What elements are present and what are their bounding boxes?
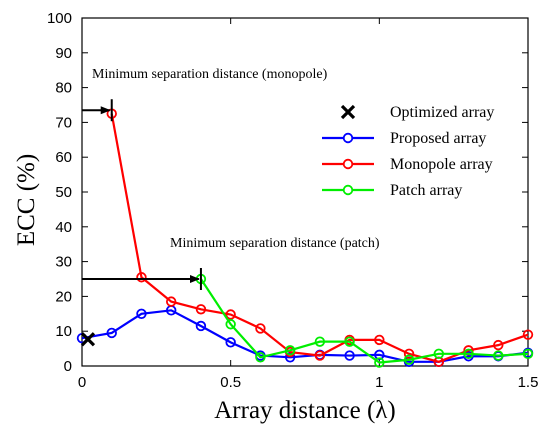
- patch-array-point: [463, 348, 474, 360]
- y-tick-label: 0: [64, 358, 72, 375]
- monopole-array-point: [522, 329, 534, 340]
- x-axis-title: Array distance (λ): [214, 397, 395, 424]
- legend-item-optimized-array: Optimized array: [340, 104, 494, 121]
- y-tick-label: 70: [55, 114, 72, 131]
- optimized-array-marker: [80, 332, 96, 347]
- proposed-array-point: [106, 327, 117, 339]
- legend-label: Proposed array: [390, 130, 486, 147]
- patch-array-point: [522, 348, 534, 360]
- proposed-array-line: [81, 309, 529, 363]
- monopole-array-point: [165, 296, 177, 307]
- annotation-text: Minimum separation distance (monopole): [92, 67, 328, 82]
- monopole-array-point: [374, 334, 385, 346]
- y-axis-title: ECC (%): [13, 154, 40, 246]
- patch-array-point: [433, 348, 445, 360]
- legend-label: Optimized array: [390, 104, 494, 121]
- proposed-array-point: [374, 349, 385, 361]
- monopole-array-point: [195, 304, 207, 315]
- y-tick-label: 50: [55, 184, 72, 201]
- proposed-array-point: [344, 350, 355, 361]
- monopole-array-point: [493, 339, 504, 351]
- patch-array-point: [284, 345, 296, 356]
- x-tick-label: 1: [375, 374, 383, 391]
- annotation-text: Minimum separation distance (patch): [170, 236, 380, 251]
- y-tick-label: 20: [55, 288, 72, 305]
- legend-item-patch-array: Patch array: [322, 182, 462, 199]
- y-tick-label: 40: [55, 219, 72, 236]
- patch-array-point: [493, 350, 504, 361]
- legend-item-monopole-array: Monopole array: [322, 156, 493, 173]
- legend-swatch-optimized-array: [340, 104, 356, 120]
- y-tick-label: 10: [55, 323, 72, 340]
- patch-array-point: [255, 352, 266, 363]
- legend-marker-proposed-array: [342, 132, 354, 144]
- annotation-layer: Minimum separation distance (monopole) Mi…: [82, 67, 380, 290]
- proposed-array-point: [195, 320, 207, 332]
- series-patch-array: [195, 273, 534, 368]
- patch-array-point: [374, 357, 385, 368]
- proposed-array-point: [136, 308, 147, 320]
- patch-array-point: [225, 319, 236, 330]
- x-tick-label: 0: [78, 374, 86, 391]
- legend-label: Patch array: [390, 182, 462, 199]
- y-tick-label: 80: [55, 80, 72, 97]
- patch-array-point: [314, 336, 326, 347]
- monopole-array-point: [225, 309, 236, 320]
- series-proposed-array: [76, 305, 534, 368]
- x-tick-label: 0.5: [220, 374, 241, 391]
- patch-array-point: [403, 354, 415, 365]
- monopole-array-point: [255, 323, 266, 334]
- y-tick-label: 90: [55, 45, 72, 62]
- legend-marker-monopole-array: [342, 158, 354, 170]
- monopole-array-point: [136, 272, 147, 283]
- x-tick-label: 1.5: [518, 374, 539, 391]
- series-optimized-array: [80, 332, 96, 347]
- monopole-array-point: [314, 350, 326, 361]
- axis-ticks: 0 10 20 30 40 50 60 70 80 90 100 0 0.5 1 1.5: [47, 10, 538, 391]
- y-tick-label: 100: [47, 10, 72, 27]
- series-layer: [76, 108, 534, 368]
- patch-array-point: [344, 336, 355, 347]
- y-tick-label: 30: [55, 254, 72, 271]
- proposed-array-point: [225, 337, 236, 348]
- monopole-array-point: [403, 348, 415, 360]
- legend: Optimized array Proposed array Monopole ar…: [322, 104, 494, 199]
- y-tick-label: 60: [55, 149, 72, 166]
- legend-marker-patch-array: [342, 184, 354, 196]
- legend-label: Monopole array: [390, 156, 493, 173]
- legend-item-proposed-array: Proposed array: [322, 130, 486, 147]
